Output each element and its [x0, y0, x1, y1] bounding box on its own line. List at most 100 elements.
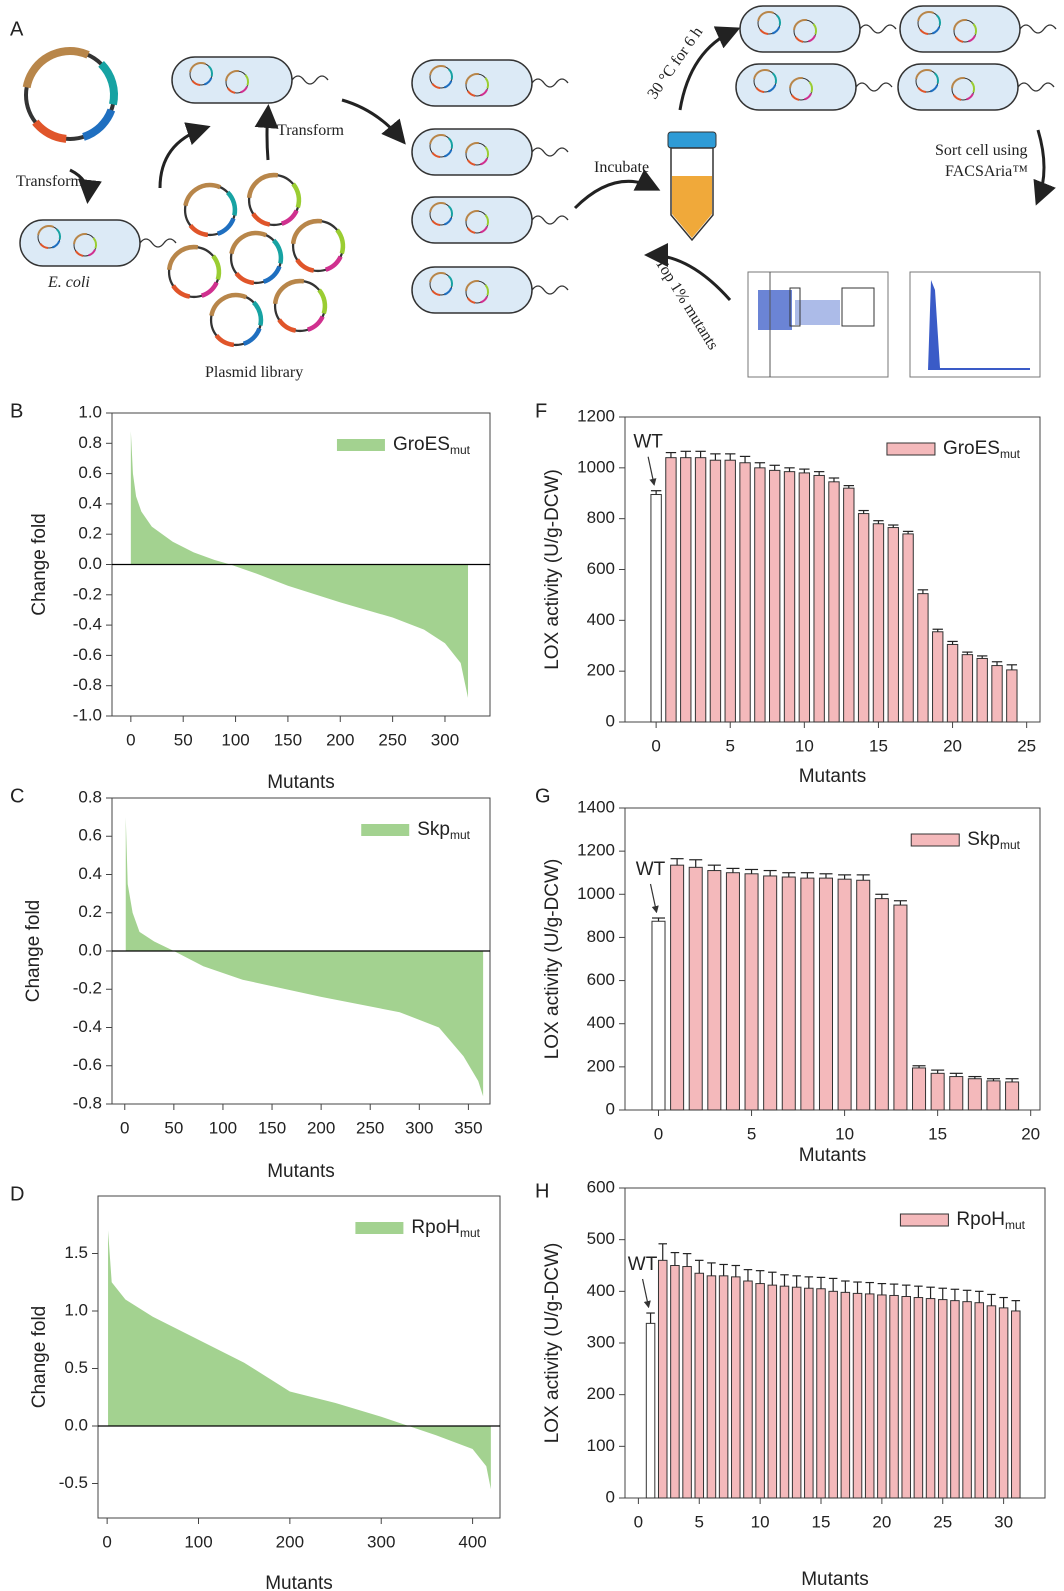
arrow: [678, 26, 741, 111]
x-tick-label: 5: [695, 1512, 704, 1531]
y-tick-label: 0.6: [78, 463, 102, 482]
legend: RpoHmut: [355, 1217, 481, 1240]
step-label: Top 1% mutants: [652, 255, 722, 353]
legend-swatch: [899, 1213, 949, 1227]
error-bar: [763, 869, 777, 876]
bar: [893, 904, 908, 1111]
legend-label: GroESmut: [393, 434, 471, 457]
legend: GroESmut: [336, 434, 471, 457]
y-tick-label: 1000: [577, 884, 615, 903]
error-bar: [739, 455, 751, 463]
bar: [763, 875, 778, 1111]
x-tick-label: 0: [651, 736, 660, 755]
y-tick-label: 0: [606, 1487, 615, 1506]
step-label: FACSAria™: [945, 163, 1028, 180]
x-tick-label: 400: [458, 1532, 486, 1551]
x-tick-label: 0: [120, 1118, 129, 1137]
bar: [709, 459, 722, 723]
bar: [744, 873, 759, 1111]
bar: [725, 872, 740, 1111]
gate: [789, 287, 801, 327]
x-tick-label: 50: [164, 1118, 183, 1137]
error-bar: [902, 530, 914, 534]
error-bar: [695, 1259, 704, 1274]
area: [125, 817, 484, 1097]
arrow: [1033, 129, 1056, 206]
bar: [917, 593, 929, 723]
bar: [856, 879, 871, 1111]
y-axis-label: LOX activity (U/g-DCW): [542, 859, 563, 1060]
y-tick-label: 0: [606, 1099, 615, 1118]
error-bar: [889, 1283, 899, 1296]
arrow: [341, 98, 406, 145]
error-bar: [682, 1253, 692, 1267]
error-bar: [768, 1271, 777, 1286]
legend-label: Skpmut: [417, 819, 470, 842]
bar: [754, 467, 766, 723]
y-tick-label: 0.4: [78, 493, 102, 512]
plasmid: [283, 211, 353, 281]
annotation-arrow: [649, 883, 659, 914]
error-bar: [819, 873, 833, 879]
y-tick-label: -0.6: [73, 645, 102, 664]
error-bar: [873, 520, 884, 524]
y-axis-label: Change fold: [29, 513, 50, 615]
cell: [736, 64, 892, 110]
error-bar: [769, 464, 780, 471]
legend-name: RpoH: [411, 1217, 460, 1238]
cell-population: [758, 290, 792, 330]
flow-plot: [747, 271, 889, 378]
error-bar: [695, 450, 706, 458]
x-tick-label: 100: [184, 1532, 212, 1551]
error-bar: [710, 453, 721, 461]
step-label: Transform: [277, 122, 345, 139]
bar: [986, 1080, 1001, 1111]
bar: [837, 878, 852, 1111]
annotation-arrow: [641, 1278, 651, 1309]
bar: [998, 1307, 1009, 1499]
cell-population: [795, 300, 840, 325]
x-tick-label: 150: [274, 730, 302, 749]
arrow: [254, 104, 279, 161]
bar: [961, 654, 974, 723]
error-bar: [800, 872, 814, 879]
legend: Skpmut: [361, 819, 471, 842]
x-tick-label: 25: [1017, 736, 1036, 755]
error-bar: [650, 490, 662, 495]
tube-cap: [667, 131, 717, 149]
x-tick-label: 100: [221, 730, 249, 749]
x-axis-label: Mutants: [265, 1573, 333, 1591]
bar: [889, 1294, 899, 1499]
x-tick-label: 300: [367, 1532, 395, 1551]
bar: [731, 1276, 741, 1499]
bar: [694, 457, 707, 723]
bar: [991, 665, 1003, 723]
x-tick-label: 300: [431, 730, 459, 749]
cell: [412, 267, 568, 313]
x-tick-label: 20: [1021, 1124, 1040, 1143]
bar: [874, 898, 889, 1111]
bar: [670, 1265, 680, 1499]
y-tick-label: -0.2: [73, 979, 102, 998]
error-bar: [987, 1293, 996, 1306]
y-tick-label: 400: [587, 1013, 615, 1032]
cell: [412, 129, 568, 175]
legend-name: RpoH: [956, 1209, 1005, 1230]
annotation: WT: [628, 1254, 658, 1275]
error-bar: [950, 1288, 960, 1301]
legend-name: GroES: [943, 438, 1000, 459]
x-axis-label: Mutants: [799, 766, 867, 787]
legend-swatch: [355, 1222, 404, 1234]
bar: [688, 866, 703, 1111]
x-tick-label: 30: [994, 1512, 1013, 1531]
bar: [1005, 1081, 1020, 1111]
cell: [900, 6, 1056, 52]
bar: [665, 457, 677, 723]
error-bar: [986, 1078, 1000, 1081]
plasmid: [159, 237, 229, 307]
error-bar: [975, 1290, 984, 1303]
bar: [779, 1285, 790, 1499]
y-axis-label: LOX activity (U/g-DCW): [542, 469, 563, 670]
y-tick-label: 0.4: [78, 864, 102, 883]
